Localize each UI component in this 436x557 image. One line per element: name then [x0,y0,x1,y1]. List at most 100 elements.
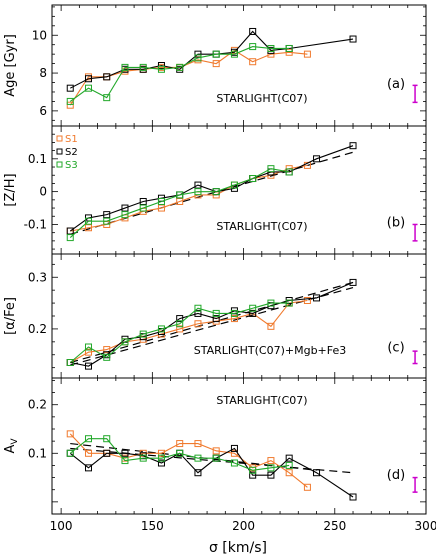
data-point [249,304,257,312]
data-point [84,362,92,370]
panel: -0.1 0 0.1 [Z/H] (b) STARLIGHT(C07) S1 S2 S3 [3,125,427,255]
data-point [249,58,257,66]
x-tick-label: 250 [323,519,346,533]
series-line-s2 [69,30,354,89]
data-point [212,188,220,196]
data-point [212,60,220,68]
data-point [303,297,311,304]
data-point [84,343,92,351]
data-point [230,459,238,467]
data-point [285,168,293,176]
data-point [66,227,74,235]
data-point [194,454,202,462]
y-tick-label: -0.1 [24,217,47,231]
series-line-s3 [69,46,290,102]
panels: 6 8 10 Age [Gyr] (a) STARLIGHT(C07) -0.1 0 0.1 [Z… [3,4,436,533]
data-point [84,435,92,443]
data-point [66,97,74,105]
data-point [194,309,202,317]
data-point [249,175,257,183]
x-tick-label: 150 [141,519,164,533]
y-tick-label: 0 [39,185,47,199]
data-point [194,304,202,312]
data-point [267,464,275,472]
data-point [157,325,165,333]
data-point [194,320,202,328]
annotation-text: STARLIGHT(C07) [216,394,307,407]
data-point [313,294,321,302]
annotation-text: STARLIGHT(C07)+Mgb+Fe3 [194,344,347,357]
data-point [194,50,202,58]
data-point [212,309,220,317]
data-point [230,315,238,323]
y-tick-label: 0.2 [28,398,47,412]
legend-label: S2 [65,147,78,158]
y-tick-label: 0.1 [28,152,47,166]
data-point [84,464,92,472]
y-axis-label: AV [3,438,20,454]
data-point [212,50,220,58]
annotation-text: STARLIGHT(C07) [216,220,307,233]
panel: 0.2 0.3 [α/Fe] (c) STARLIGHT(C07)+Mgb+Fe3 [3,253,427,379]
data-point [249,43,257,51]
data-point [103,211,111,219]
data-point [84,217,92,225]
x-tick-label: 200 [232,519,255,533]
data-point [176,191,184,199]
data-point [249,309,257,317]
data-point [157,204,165,212]
y-tick-label: 0.2 [28,322,47,336]
data-point [157,454,165,462]
data-point [349,493,357,501]
data-point [121,457,129,465]
data-point [157,62,165,69]
data-point [267,299,275,307]
y-tick-label: 6 [39,104,47,118]
annotation-text: STARLIGHT(C07) [216,92,307,105]
data-point [176,320,184,328]
data-point [121,338,129,346]
panel-label: (a) [387,77,405,92]
data-point [157,459,165,467]
data-point [139,197,147,205]
data-point [84,224,92,232]
y-axis-label: [α/Fe] [3,297,18,335]
data-point [84,348,92,356]
data-point [212,315,220,323]
data-point [139,204,147,212]
y-axis-label: [Z/H] [3,173,18,206]
legend-marker [56,148,63,155]
data-point [267,322,275,330]
data-point [285,461,293,469]
x-axis-label: σ [km/s] [209,540,267,556]
x-tick-label: 100 [50,519,73,533]
data-point [121,211,129,219]
data-point [194,54,202,62]
data-point [139,454,147,462]
y-tick-label: 0.3 [28,270,47,284]
data-point [249,466,257,474]
series-line-s3 [69,438,290,471]
y-tick-label: 8 [39,66,47,80]
data-point [176,325,184,333]
data-point [103,346,111,354]
data-point [194,440,202,448]
data-point [267,165,275,173]
legend-label: S1 [65,134,78,145]
fit-line [70,287,354,366]
series-line-s2 [69,145,354,232]
data-point [84,75,92,83]
data-point [303,50,311,58]
data-point [139,63,147,71]
data-point [84,84,92,92]
data-point [249,471,257,479]
data-point [157,449,165,457]
data-point [313,155,321,163]
data-point [176,315,184,323]
data-point [267,44,275,52]
data-point [212,454,220,462]
data-point [267,471,275,479]
data-point [230,309,238,317]
data-point [285,299,293,307]
